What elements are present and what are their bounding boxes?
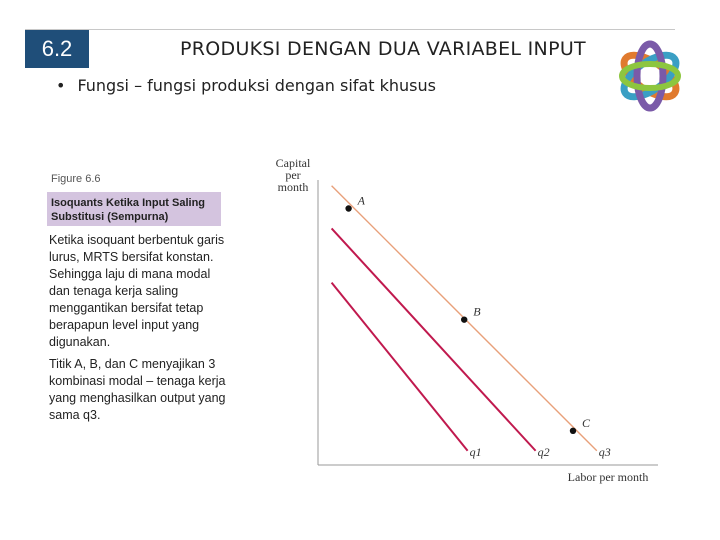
x-axis-label: Labor per month	[568, 470, 649, 484]
section-number-badge: 6.2	[25, 30, 89, 68]
point-label-B: B	[473, 305, 481, 319]
isoquant-label-q1: q1	[470, 445, 482, 459]
y-axis-label-line: month	[278, 180, 309, 194]
slide-title: PRODUKSI DENGAN DUA VARIABEL INPUT	[180, 38, 586, 60]
isoquant-label-q3: q3	[599, 445, 611, 459]
point-A	[345, 205, 352, 212]
isoquant-label-q2: q2	[538, 445, 550, 459]
bullet-point: • Fungsi – fungsi produksi dengan sifat k…	[56, 76, 436, 95]
point-label-C: C	[582, 416, 591, 430]
title-divider	[25, 29, 675, 30]
y-axis-label-line: Capital	[276, 156, 311, 170]
y-axis-label-line: per	[285, 168, 300, 182]
point-B	[461, 316, 468, 323]
bullet-dot-icon: •	[56, 76, 66, 95]
figure-caption: Isoquants Ketika Input Saling Substitusi…	[47, 192, 221, 226]
point-C	[569, 427, 577, 434]
figure-number: Figure 6.6	[51, 173, 101, 185]
isoquant-line-q2	[330, 227, 537, 452]
isoquant-line-q1	[330, 281, 469, 452]
bullet-text: Fungsi – fungsi produksi dengan sifat kh…	[77, 76, 436, 95]
point-label-A: A	[357, 194, 366, 208]
description-paragraph: Ketika isoquant berbentuk garis lurus, M…	[49, 233, 225, 349]
interlocking-rings-icon	[619, 40, 681, 112]
description-paragraph: Titik A, B, dan C menyajikan 3 kombinasi…	[49, 357, 226, 422]
